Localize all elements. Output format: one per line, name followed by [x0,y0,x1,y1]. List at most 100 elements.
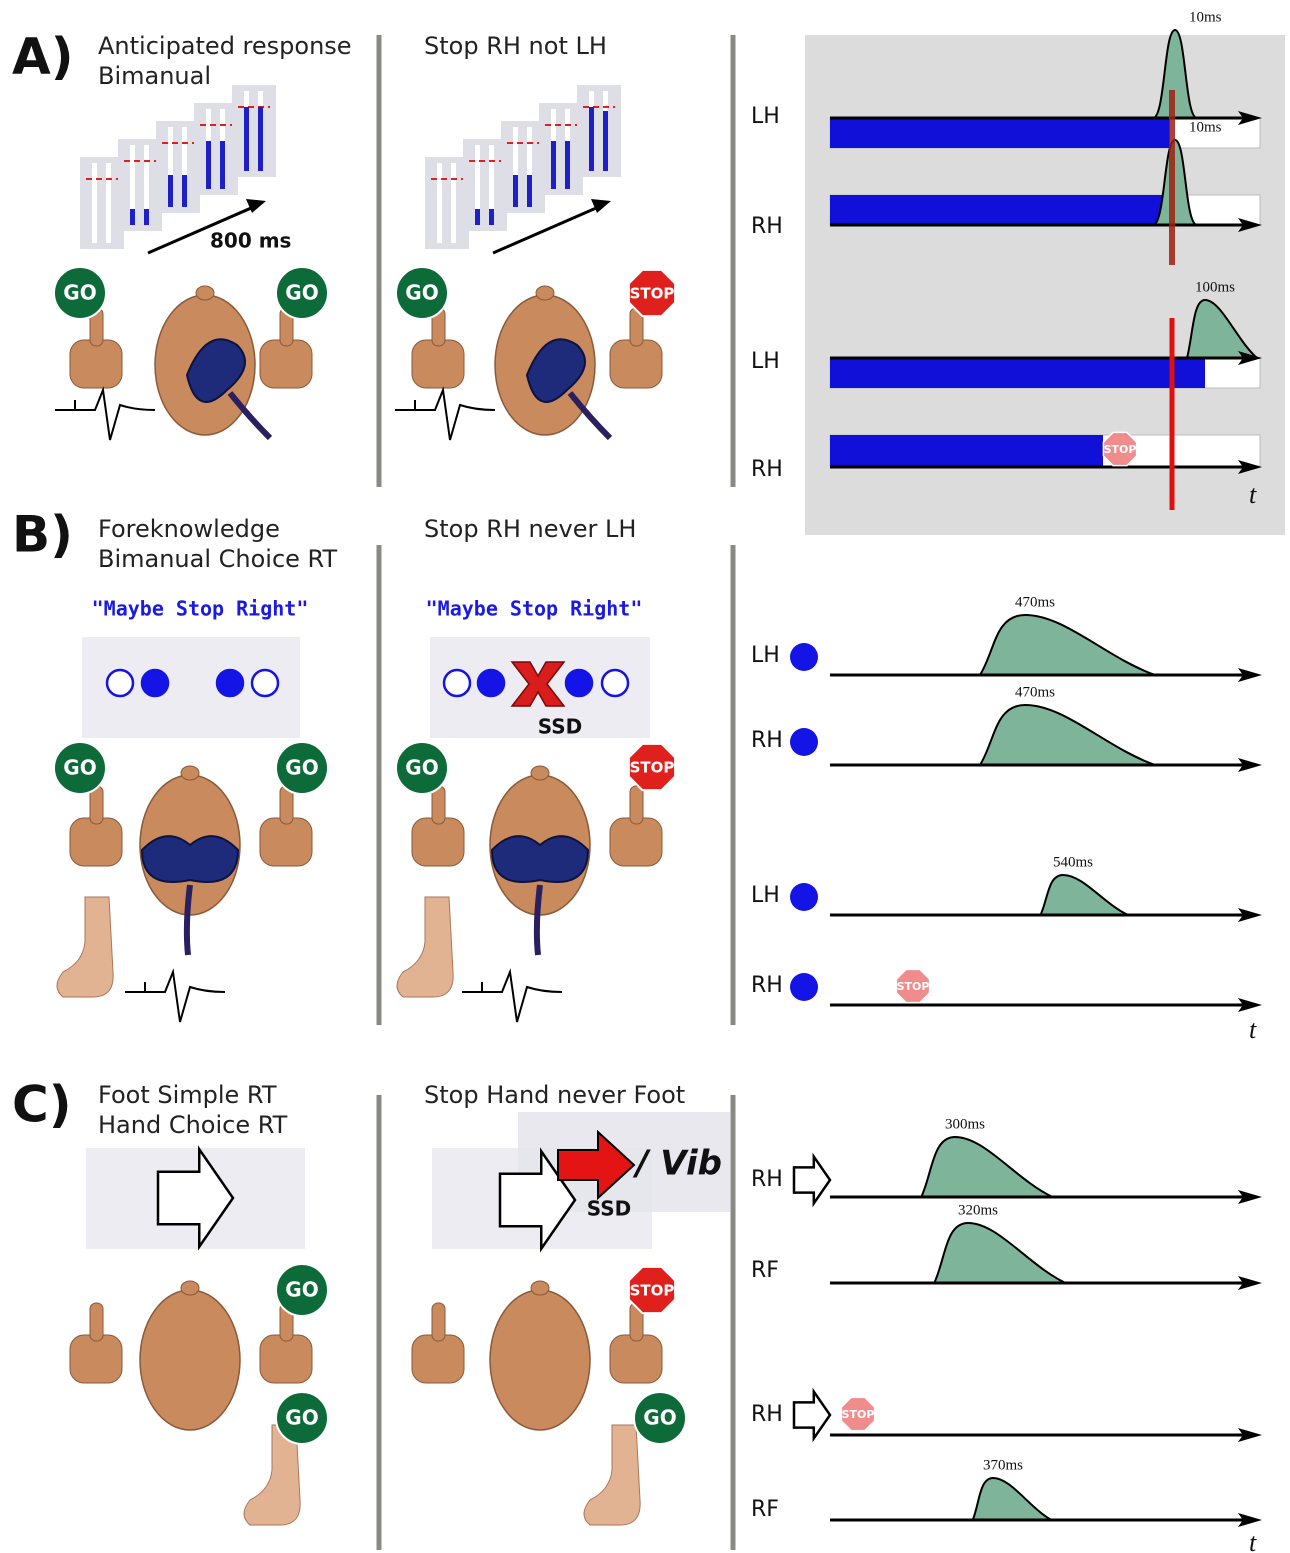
hand [610,340,662,388]
nose [181,1281,199,1295]
stimulus-frame [425,157,469,249]
go-label: GO [405,281,438,305]
response-bar [830,118,1170,148]
foot [397,897,453,997]
fill-bar [220,141,225,189]
head [490,1290,590,1430]
cue-dot [790,973,818,1001]
cue-text: "Maybe Stop Right" [426,597,643,621]
hand [260,340,312,388]
latency-label: 320ms [958,1202,998,1218]
fill-bar [565,141,570,189]
go-label: GO [285,281,318,305]
stimulus-frame [501,121,545,213]
effector-label: RH [751,214,783,239]
nose [196,286,214,300]
stimulus-frame [539,103,583,195]
cue-circle [444,670,470,696]
cue-circle [107,670,133,696]
fill-bar [182,175,187,207]
latency-label: 300ms [945,1116,985,1132]
latency-label: 10ms [1189,119,1222,135]
vibration-label: / Vib [632,1144,722,1184]
effector-label: LH [751,349,780,374]
nose [531,766,549,780]
fill-bar [258,107,263,171]
cue-circle [252,670,278,696]
go-label: GO [63,281,96,305]
hand [70,818,122,866]
condition-title: Foot Simple RT [98,1081,277,1109]
nose [181,766,199,780]
stimulus-frame [194,103,238,195]
fill-bar [475,209,480,225]
arrow-cue [794,1392,830,1439]
effector-label: RH [751,973,783,998]
latency-label: 100ms [1195,279,1235,295]
effector-label: RH [751,1402,783,1427]
cue-dot [790,883,818,911]
fill-bar [527,175,532,207]
fill-bar [168,175,173,207]
emg-trace [462,972,562,1022]
figure: A) Anticipated responseBimanual Stop RH no… [0,0,1290,1553]
go-label: GO [405,756,438,780]
fill-bar [489,209,494,225]
effector-label: RH [751,728,783,753]
panel-label: A) [12,28,74,86]
condition-title: Foreknowledge [98,515,280,543]
hand [70,1335,122,1383]
emg-burst [1041,875,1129,915]
effector-label: RH [751,1167,783,1192]
track [437,163,442,243]
condition-title: Stop Hand never Foot [424,1081,685,1109]
head [140,1290,240,1430]
response-bar [830,195,1170,225]
stop-label: STOP [1104,443,1137,456]
condition-title: Anticipated response [98,32,352,60]
stop-label: STOP [630,1282,675,1300]
hand [260,1335,312,1383]
hand [610,1335,662,1383]
panel-label: B) [12,506,73,564]
emg-burst [980,615,1155,675]
fill-bar [513,175,518,207]
emg-burst [934,1223,1065,1283]
interval-label: 800 ms [210,229,291,253]
effector-label: RH [751,457,783,482]
cue-circle [217,670,243,696]
latency-label: 470ms [1015,594,1055,610]
hand [412,1335,464,1383]
emg-burst [980,705,1155,765]
foot [57,897,113,997]
time-label: t [1249,480,1257,509]
cue-circle [602,670,628,696]
effector-label: LH [751,643,780,668]
ssd-label: SSD [538,715,583,739]
finger [90,1303,103,1341]
condition-title: Stop RH never LH [424,515,636,543]
ssd-label: SSD [587,1197,632,1221]
stop-label: STOP [842,1408,875,1421]
condition-title: Stop RH not LH [424,32,607,60]
coil-cable [537,885,540,955]
nose [531,1281,549,1295]
emg-trace [395,390,495,440]
latency-label: 540ms [1053,854,1093,870]
effector-label: LH [751,883,780,908]
stop-label: STOP [630,285,675,303]
panel-label: C) [12,1076,72,1134]
time-label: t [1249,1528,1257,1553]
effector-label: LH [751,104,780,129]
go-label: GO [285,756,318,780]
hand [260,818,312,866]
effector-label: RF [751,1258,779,1283]
latency-label: 10ms [1189,9,1222,25]
emg-burst [973,1478,1052,1520]
condition-title: Bimanual [98,62,211,90]
effector-label: RF [751,1497,779,1522]
arrow-cue [794,1157,830,1204]
fill-bar [130,209,135,225]
foot [584,1425,640,1525]
cue-dot [790,643,818,671]
